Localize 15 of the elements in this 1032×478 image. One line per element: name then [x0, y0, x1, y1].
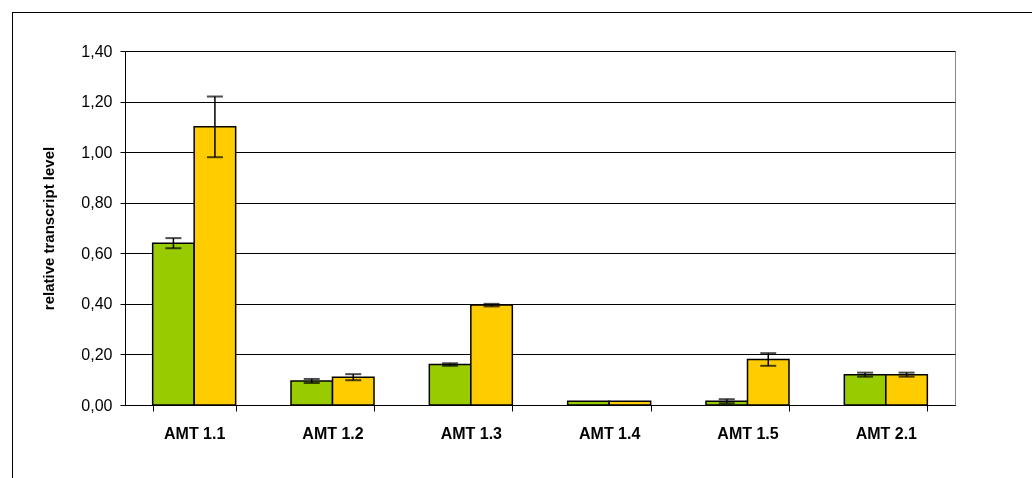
y-tick-label: 0,00	[81, 396, 113, 414]
x-tick-label: AMT 1.1	[163, 424, 226, 442]
x-tick-label: AMT 1.3	[440, 424, 503, 442]
x-tick-label: AMT 1.2	[302, 424, 364, 442]
y-tick-label: 1,20	[81, 93, 113, 111]
y-tick-label: 0,20	[81, 345, 113, 363]
x-tick-label: AMT 1.5	[717, 424, 779, 442]
y-tick-label: 0,40	[81, 295, 113, 313]
y-tick-label: 0,60	[81, 244, 113, 262]
y-axis-title: relative transcript level	[40, 146, 58, 311]
y-tick-label: 1,00	[81, 143, 113, 161]
x-tick-label: AMT 1.4	[578, 424, 641, 442]
y-tick-label: 1,40	[81, 42, 113, 60]
y-tick-label: 0,80	[81, 194, 113, 212]
x-tick-label: AMT 2.1	[855, 424, 918, 442]
